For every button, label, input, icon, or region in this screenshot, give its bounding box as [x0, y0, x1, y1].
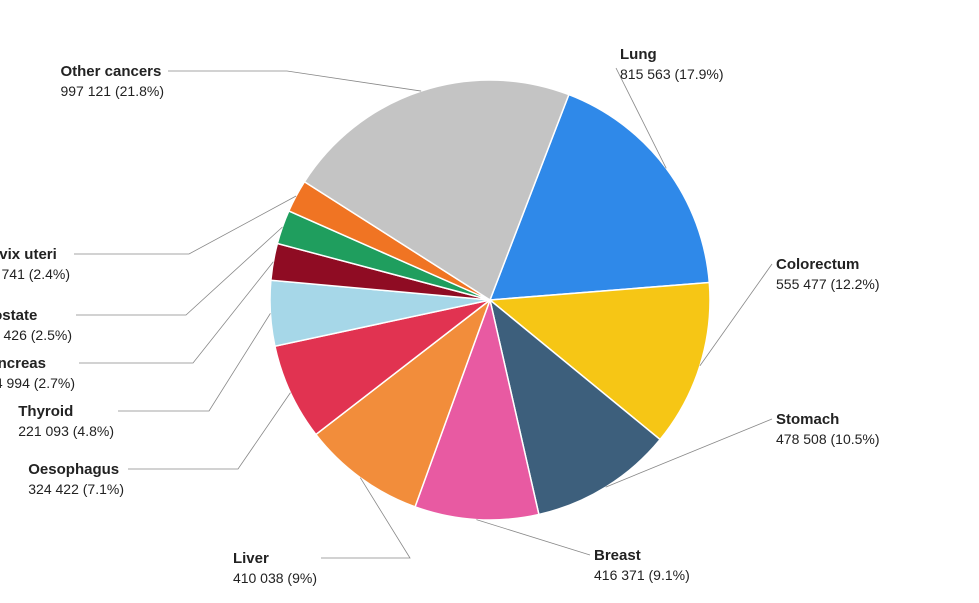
leader-line	[118, 313, 270, 411]
pie-chart: Lung815 563 (17.9%)Colorectum555 477 (12…	[0, 0, 979, 603]
leader-line	[76, 227, 282, 315]
leader-line	[79, 262, 273, 363]
leader-line	[476, 520, 590, 555]
leader-line	[168, 71, 421, 91]
pie-svg	[0, 0, 979, 603]
leader-line	[128, 393, 290, 469]
leader-line	[700, 264, 772, 366]
